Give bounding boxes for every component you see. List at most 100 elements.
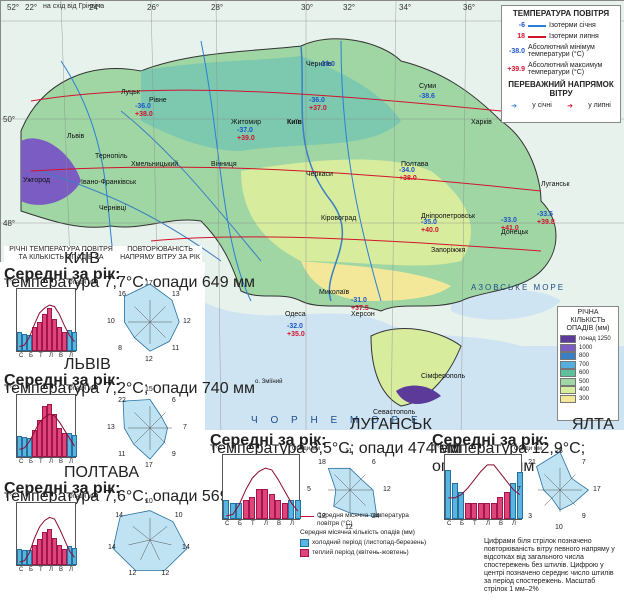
steppe-zone-precip (241, 159, 471, 266)
wind-rose-value: 6 (371, 459, 376, 467)
precip-bar (67, 546, 72, 565)
annual-stats: температура 7,2°С; опади 740 мм (4, 380, 256, 397)
city-label: Тернопіль (95, 153, 128, 160)
wind-rose-axis (134, 321, 151, 338)
abs-max-value: +38.0 (135, 111, 153, 118)
t-unit-label: t °С (6, 386, 17, 392)
crimea (370, 328, 462, 407)
temp-curve-swatch (300, 516, 314, 527)
wind-rose-value: 9 (171, 450, 176, 458)
south-zone-precip (301, 261, 451, 301)
wind-rose-value: 12 (161, 570, 170, 578)
month-label: Л (512, 521, 516, 527)
precip-bar (27, 335, 32, 351)
annual-label: Середні за рік: (4, 480, 121, 497)
precip-swatch (560, 369, 576, 378)
isotherm-jan-3 (340, 40, 382, 302)
isotherm-jul-swatch (528, 35, 546, 38)
precip-bar (67, 329, 72, 351)
city-label: Хмельницький (131, 161, 179, 168)
abs-max-legend-label: Абсолютний максимум температури (°С) (528, 62, 603, 76)
wind-rose-axis (149, 526, 168, 541)
wind-rose-axis (140, 539, 151, 560)
wind-rose-value: 7 (581, 459, 586, 467)
precip-bar (37, 419, 42, 457)
city-label: Івано-Франківськ (81, 179, 137, 186)
month-label: Л (69, 353, 73, 359)
isotherm-jan-2 (200, 40, 252, 302)
precip-legend-row: 1000 (560, 343, 616, 353)
wind-rose-axis (149, 539, 160, 560)
month-label: Л (264, 521, 268, 527)
precip-bar (236, 502, 242, 519)
city-label: Львів (67, 133, 85, 140)
precip-bar (42, 406, 47, 457)
precip-bar (62, 332, 67, 351)
precip-legend-row: 300 (560, 394, 616, 404)
precip-bar (223, 499, 229, 519)
wind-rose-value: 10 (145, 498, 153, 505)
precip-bar (516, 472, 523, 519)
precip-bar (52, 538, 57, 565)
isotherm-jan-label: Ізотерми січня (549, 22, 596, 29)
precip-swatch (560, 394, 576, 403)
month-label: Б (29, 567, 33, 573)
abs-max-value: +37.0 (309, 105, 327, 112)
annual-stats: температура 7,6°С; опади 569 мм (4, 488, 256, 505)
crimea-mountains (396, 385, 441, 405)
precip-bar (22, 436, 27, 457)
climate-chart (222, 454, 301, 520)
temp-curve-legend: Середня місячна температура повітря (°С) (300, 512, 430, 527)
wind-rose-value: 12 (345, 524, 353, 531)
precip-level-label: 300 (579, 395, 590, 402)
precip-bar (32, 430, 37, 457)
precip-swatch (560, 360, 576, 369)
precip-bar (62, 549, 67, 565)
temp-line (19, 516, 75, 563)
precip-bar (52, 414, 57, 457)
city-label: Дніпропетровськ (421, 213, 476, 220)
p-unit-label: Опади мм (292, 446, 321, 452)
city-name: ПОЛТАВА (64, 464, 139, 481)
wind-rose-value: 22 (118, 397, 126, 405)
legend-title: ТЕМПЕРАТУРА ПОВІТРЯ (512, 9, 610, 18)
precip-bar (445, 469, 451, 519)
precip-swatch (560, 352, 576, 361)
wind-rose-axis (149, 427, 166, 444)
wind-rose-axis (334, 474, 351, 491)
city-label: Черкаси (306, 171, 333, 178)
wind-rose-value: 10 (107, 318, 115, 325)
precip-bar (32, 327, 37, 351)
city-label: Одеса (285, 311, 306, 318)
abs-min-value: -36.0 (309, 97, 325, 104)
month-label: Т (39, 567, 43, 573)
month-label: Т (39, 353, 43, 359)
precip-level-label: 400 (579, 387, 590, 394)
wind-rose-value: 10 (555, 524, 563, 531)
precip-bar (57, 544, 62, 565)
p-unit-label: Опади мм (68, 494, 97, 500)
abs-min-value: -33.0 (501, 217, 517, 224)
wind-rose-value: 17 (145, 462, 153, 469)
abs-min-value: -38.0 (319, 61, 335, 68)
precip-bar (451, 483, 458, 519)
precipitation-legend: РІЧНА КІЛЬКІСТЬ ОПАДІВ (мм) понад 1250 10… (557, 306, 619, 421)
precip-legend-row: 800 (560, 352, 616, 361)
wind-jul-label: у липні (588, 102, 611, 109)
wind-rose-axis (149, 539, 172, 546)
isotherm-jan-value: -6 (518, 22, 525, 29)
wind-rose-axis (544, 489, 561, 506)
wind-rose-axis (149, 412, 166, 429)
city-label: Рівне (149, 97, 167, 104)
precip-bar (42, 531, 47, 565)
precip-bar (288, 499, 294, 519)
wind-rose-value: 17 (145, 280, 153, 287)
temp-curve (448, 464, 521, 499)
wind-rose-axis (128, 539, 151, 546)
legend-row-jul: 18 Ізотерми липня (505, 31, 617, 42)
abs-min-value: -33.5 (537, 211, 553, 218)
isotherm-jul-value: 18 (517, 33, 525, 40)
month-label: Б (29, 459, 33, 465)
wind-rose-value: 13 (107, 424, 115, 431)
month-label: Л (290, 521, 294, 527)
